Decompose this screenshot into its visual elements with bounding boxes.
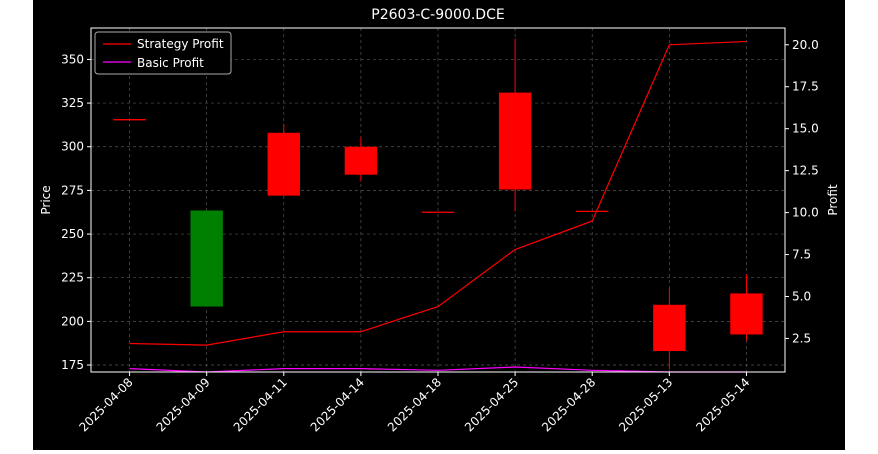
- y-axis-left: 175 200 225 250 275 300 325 350: [61, 52, 91, 372]
- candle-body: [190, 210, 223, 307]
- candles: [113, 38, 763, 370]
- y2-tick-label: 15.0: [792, 122, 819, 136]
- chart-figure: P2603-C-9000.DCE 175 200 225 250 275 300 325 35…: [33, 0, 845, 450]
- x-tick-label: 2025-04-25: [462, 375, 521, 434]
- y-tick-label: 300: [61, 140, 84, 154]
- y2-tick-label: 7.5: [792, 248, 811, 262]
- y-axis-label: Price: [39, 185, 53, 214]
- legend-label-strategy: Strategy Profit: [137, 37, 224, 51]
- y-tick-label: 250: [61, 227, 84, 241]
- candle-body: [730, 293, 763, 335]
- y-tick-label: 200: [61, 314, 84, 328]
- x-tick-label: 2025-04-09: [154, 375, 213, 434]
- candlestick-chart: P2603-C-9000.DCE 175 200 225 250 275 300 325 35…: [39, 7, 840, 434]
- candle-body: [267, 132, 300, 196]
- legend-box: [94, 31, 232, 75]
- x-tick-label: 2025-04-28: [539, 375, 598, 434]
- y-tick-label: 325: [61, 96, 84, 110]
- y-tick-label: 350: [61, 52, 84, 66]
- y2-tick-label: 2.5: [792, 331, 811, 345]
- y-axis-right: 2.5 5.0 7.5 10.0 12.5 15.0 17.5 20.0: [785, 38, 819, 345]
- strategy-profit-line: [129, 40, 747, 346]
- x-tick-label: 2025-04-18: [385, 375, 444, 434]
- x-tick-label: 2025-05-14: [693, 375, 752, 434]
- x-tick-label: 2025-04-08: [76, 375, 135, 434]
- y2-tick-label: 17.5: [792, 80, 819, 94]
- y-tick-label: 175: [61, 358, 84, 372]
- y2-tick-label: 5.0: [792, 289, 811, 303]
- candle-body: [344, 146, 378, 175]
- candle-body: [653, 304, 686, 352]
- x-tick-label: 2025-04-11: [231, 375, 290, 434]
- basic-profit-line: [129, 366, 747, 373]
- x-tick-label: 2025-04-14: [308, 375, 367, 434]
- y2-axis-label: Profit: [826, 184, 840, 216]
- legend-label-basic: Basic Profit: [137, 56, 204, 70]
- profit-lines: [129, 40, 747, 373]
- chart-title: P2603-C-9000.DCE: [371, 7, 504, 23]
- legend: Strategy Profit Basic Profit: [94, 31, 232, 75]
- y2-tick-label: 10.0: [792, 206, 819, 220]
- y-tick-label: 275: [61, 183, 84, 197]
- y2-tick-label: 20.0: [792, 38, 819, 52]
- x-tick-label: 2025-05-13: [616, 375, 675, 434]
- y2-tick-label: 12.5: [792, 164, 819, 178]
- candle-body: [498, 92, 532, 190]
- y-tick-label: 225: [61, 271, 84, 285]
- x-axis: 2025-04-08 2025-04-09 2025-04-11 2025-04-14…: [76, 372, 753, 434]
